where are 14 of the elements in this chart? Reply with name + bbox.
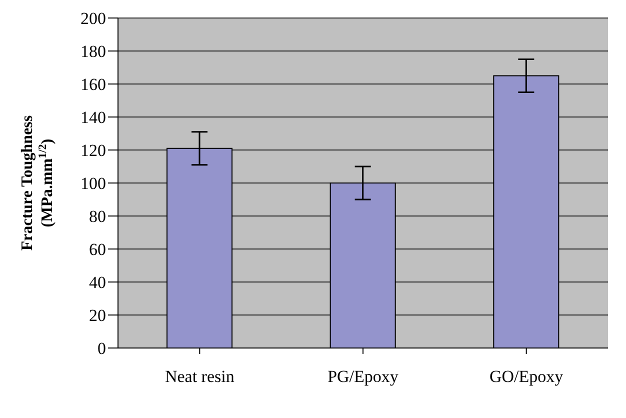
y-tick-label: 0	[98, 339, 106, 358]
y-tick-label: 120	[80, 141, 106, 160]
y-tick-label: 20	[89, 306, 106, 326]
y-tick-label: 100	[80, 174, 106, 194]
y-tick-label: 180	[80, 42, 106, 62]
x-tick-label: Neat resin	[164, 367, 235, 386]
y-tick-label: 40	[89, 273, 106, 292]
y-tick-label: 160	[80, 75, 106, 94]
x-tick-label: PG/Epoxy	[328, 367, 399, 386]
y-tick-label: 140	[80, 108, 106, 128]
x-tick-label: GO/Epoxy	[489, 367, 564, 386]
y-tick-label: 80	[89, 207, 106, 226]
y-tick-label: 60	[89, 240, 106, 260]
y-tick-label: 200	[80, 9, 106, 28]
